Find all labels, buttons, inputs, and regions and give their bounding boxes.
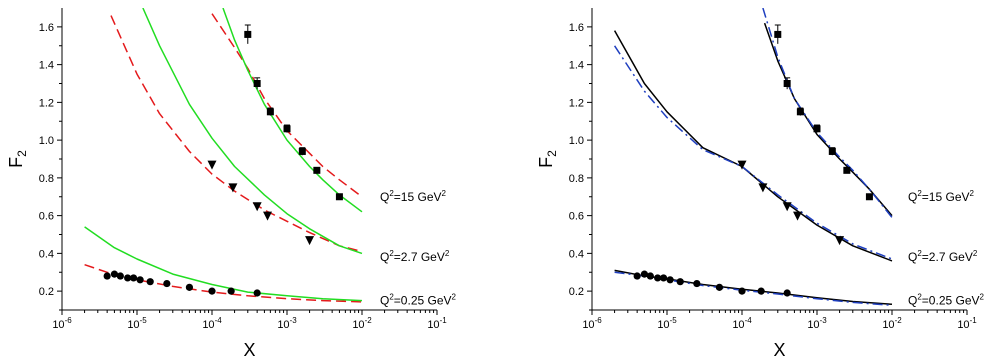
data-point-square: [784, 80, 791, 87]
data-point-circle: [186, 284, 193, 291]
data-point-square: [267, 108, 274, 115]
y-axis-title: F2: [6, 150, 29, 168]
x-axis-title: X: [243, 340, 255, 360]
data-point-triangle: [208, 161, 217, 170]
y-tick-label: 1.2: [39, 97, 54, 109]
y-tick-label: 0.2: [569, 286, 584, 298]
data-point-square: [336, 193, 343, 200]
data-point-square: [284, 125, 291, 132]
data-point-triangle: [263, 212, 272, 221]
x-axis-title: X: [773, 340, 785, 360]
data-point-circle: [147, 278, 154, 285]
x-tick-label: 10-3: [277, 316, 297, 331]
y-tick-label: 0.4: [39, 248, 54, 260]
data-point-triangle: [793, 212, 802, 221]
data-point-square: [254, 80, 261, 87]
data-point-circle: [758, 288, 765, 295]
y-tick-label: 0.6: [39, 211, 54, 223]
data-point-square: [244, 31, 251, 38]
x-tick-label: 10-5: [127, 316, 147, 331]
y-axis-title: F2: [536, 150, 559, 168]
data-point-square: [774, 31, 781, 38]
q2-annotation: Q2=2.7 GeV2: [908, 249, 978, 264]
curve-dashed-q22.7: [111, 16, 362, 252]
data-point-circle: [163, 280, 170, 287]
data-point-square: [299, 148, 306, 155]
x-tick-label: 10-4: [732, 316, 752, 331]
x-tick-label: 10-2: [882, 316, 902, 331]
curves: [85, 8, 362, 302]
y-tick-label: 1.4: [569, 60, 584, 72]
x-tick-label: 10-3: [807, 316, 827, 331]
data-point-circle: [137, 276, 144, 283]
data-point-circle: [693, 280, 700, 287]
x-tick-label: 10-1: [957, 316, 977, 331]
data-point-circle: [677, 278, 684, 285]
data-point-circle: [660, 274, 667, 281]
curve-solid-q22.7: [143, 8, 362, 253]
curve-solid-q215: [765, 23, 892, 216]
data-point-triangle: [305, 236, 314, 245]
data-point-circle: [647, 272, 654, 279]
y-tick-label: 1.6: [39, 22, 54, 34]
data-point-circle: [784, 289, 791, 296]
data-point-square: [814, 125, 821, 132]
y-tick-label: 0.6: [569, 211, 584, 223]
data-point-square: [829, 148, 836, 155]
curve-dashdot-q22.7: [615, 46, 892, 259]
data-point-circle: [254, 289, 261, 296]
y-tick-label: 0.4: [569, 248, 584, 260]
y-tick-label: 1.0: [569, 135, 584, 147]
data-point-circle: [738, 288, 745, 295]
q2-annotation: Q2=0.25 GeV2: [908, 293, 985, 308]
x-tick-label: 10-6: [582, 316, 602, 331]
right-panel: 10-6 10-5 10-4 10-3 10-2 10-1 0.2 0.4 0.6 0.8 1.0 1…: [536, 8, 985, 360]
q2-annotation: Q2=15 GeV2: [908, 189, 975, 204]
data-point-circle: [716, 284, 723, 291]
y-tick-label: 1.4: [39, 60, 54, 72]
y-tick-label: 1.0: [39, 135, 54, 147]
q2-annotation: Q2=15 GeV2: [380, 189, 447, 204]
data-point-circle: [104, 272, 111, 279]
x-tick-label: 10-6: [52, 316, 72, 331]
x-tick-label: 10-5: [657, 316, 677, 331]
y-tick-label: 0.8: [569, 173, 584, 185]
data-point-square: [843, 167, 850, 174]
q2-annotation: Q2=2.7 GeV2: [380, 249, 450, 264]
data-point-square: [866, 193, 873, 200]
q2-annotation: Q2=0.25 GeV2: [380, 293, 457, 308]
curve-solid-q22.7: [615, 31, 892, 261]
data-point-circle: [634, 272, 641, 279]
data-point-circle: [208, 288, 215, 295]
x-tick-label: 10-2: [352, 316, 372, 331]
data-point-circle: [667, 276, 674, 283]
data-point-square: [797, 108, 804, 115]
data-point-circle: [117, 272, 124, 279]
x-tick-label: 10-4: [202, 316, 222, 331]
y-tick-label: 0.2: [39, 286, 54, 298]
curve-dashdot-q215: [763, 8, 892, 218]
curve-dashed-q20.25: [85, 265, 362, 302]
y-tick-label: 0.8: [39, 173, 54, 185]
data-point-circle: [228, 288, 235, 295]
data-point-square: [313, 167, 320, 174]
data-point-circle: [130, 274, 137, 281]
x-tick-label: 10-1: [427, 316, 447, 331]
curves: [615, 8, 892, 305]
left-panel: 10-6 10-5 10-4 10-3 10-2 10-1 0.2 0.4 0.6 0.8 1.0 1…: [6, 8, 457, 360]
y-tick-label: 1.2: [569, 97, 584, 109]
y-tick-label: 1.6: [569, 22, 584, 34]
